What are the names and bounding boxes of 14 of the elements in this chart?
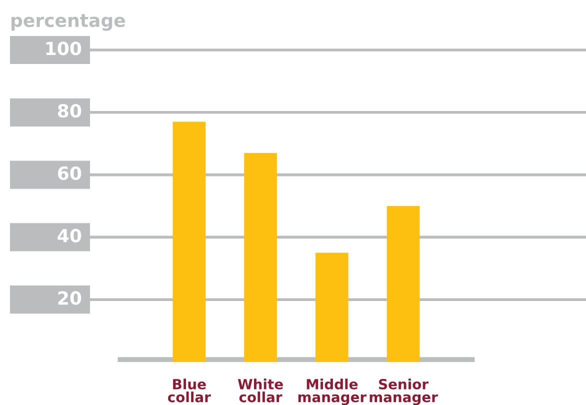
x-tick-label: Blue collar [168,378,211,402]
y-tick-label: 100 [46,42,82,56]
bar [315,252,348,362]
bar [386,206,420,362]
x-tick-label: Senior manager [370,378,438,405]
y-tick-label: 40 [58,228,82,242]
bar [172,122,206,362]
y-tick-label: 80 [58,104,82,118]
bar [244,152,277,362]
x-tick-label: Middle manager [298,378,367,405]
y-tick-label: 60 [58,166,82,180]
y-axis-title: percentage [12,14,125,31]
y-tick-label: 20 [58,291,82,305]
x-tick-label: White collar [238,378,283,402]
